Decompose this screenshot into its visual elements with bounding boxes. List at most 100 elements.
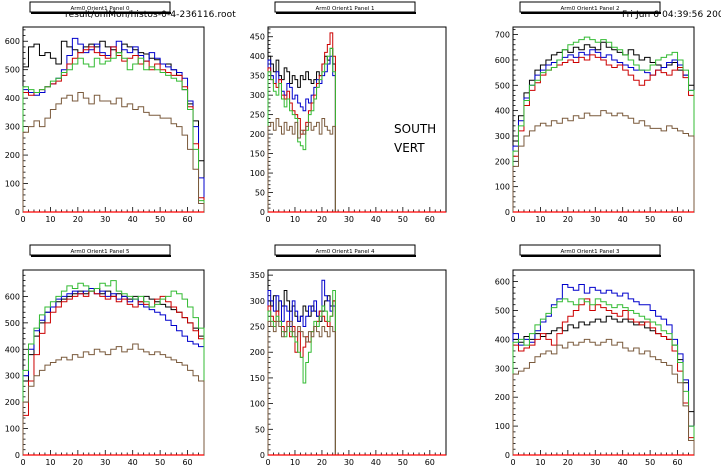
y-tick-label: 500 [495,306,510,315]
y-tick-label: 400 [5,94,20,103]
file-path-label: result/onlMon/histos-0-4-236116.root [65,10,236,20]
plot-frame [267,269,447,456]
x-tick-label: 60 [182,458,192,467]
y-tick-label: 600 [495,56,510,65]
x-tick-label: 60 [425,215,435,224]
x-tick-label: 10 [290,458,300,467]
y-tick-label: 500 [5,319,20,328]
x-tick-label: 40 [371,215,381,224]
y-tick-label: 100 [495,183,510,192]
x-tick-label: 60 [672,215,682,224]
y-tick-label: 600 [5,37,20,46]
panel-title-shadow [521,12,661,14]
histogram-series-3 [22,52,205,212]
x-tick-label: 10 [535,215,545,224]
y-tick-label: 100 [250,400,265,409]
panel-title-shadow [31,255,171,257]
plot-frame [267,26,447,213]
y-tick-label: 0 [505,208,510,217]
y-tick-label: 200 [250,130,265,139]
x-tick-label: 60 [182,215,192,224]
x-tick-label: 20 [317,215,327,224]
x-tick-label: 30 [590,458,600,467]
y-tick-label: 150 [250,374,265,383]
x-tick-label: 0 [265,215,270,224]
x-tick-label: 20 [73,458,83,467]
y-tick-label: 150 [250,150,265,159]
x-tick-label: 60 [425,458,435,467]
x-tick-label: 50 [645,215,655,224]
y-tick-label: 500 [495,81,510,90]
y-tick-label: 50 [255,425,265,434]
panel-title: Arm0 Orient1 Panel 3 [560,249,620,255]
x-tick-label: 50 [398,458,408,467]
histogram-panel-4: Arm0 Orient1 Panel 405010015020025030035… [250,244,447,467]
panel-title: Arm0 Orient1 Panel 1 [315,6,374,12]
x-tick-label: 10 [45,215,55,224]
x-tick-label: 0 [20,215,25,224]
histogram-series-4 [22,91,205,212]
x-tick-label: 20 [563,215,573,224]
x-tick-label: 0 [20,458,25,467]
y-tick-label: 100 [5,425,20,434]
x-tick-label: 20 [317,458,327,467]
y-tick-label: 300 [250,91,265,100]
x-tick-label: 50 [645,458,655,467]
y-tick-label: 700 [495,31,510,40]
y-tick-label: 400 [495,107,510,116]
x-tick-label: 30 [344,458,354,467]
x-tick-label: 40 [618,215,628,224]
y-tick-label: 0 [260,208,265,217]
x-tick-label: 30 [100,215,110,224]
y-tick-label: 200 [495,393,510,402]
histogram-series-4 [22,343,205,455]
x-tick-label: 40 [128,458,138,467]
y-tick-label: 400 [5,345,20,354]
panel-title-shadow [276,255,416,257]
histogram-panel-1: Arm0 Orient1 Panel 105010015020025030035… [250,1,447,224]
histogram-series-3 [267,47,339,213]
histogram-series-4 [267,118,339,213]
panel-title-shadow [31,12,171,14]
x-tick-label: 60 [672,458,682,467]
y-tick-label: 250 [250,323,265,332]
y-tick-label: 0 [260,451,265,460]
y-tick-label: 300 [5,372,20,381]
x-tick-label: 0 [265,458,270,467]
histogram-series-2 [512,298,695,455]
panel-title: Arm0 Orient1 Panel 5 [70,249,130,255]
histogram-series-3 [512,36,695,212]
y-tick-label: 100 [495,422,510,431]
timestamp-label: Fri Jun 6 04:39:56 2007 [622,10,721,20]
histogram-series-3 [512,298,695,455]
histogram-series-1 [267,55,339,213]
panel-title: Arm0 Orient1 Panel 0 [70,6,130,12]
y-tick-label: 200 [250,348,265,357]
y-tick-label: 250 [250,111,265,120]
y-tick-label: 600 [495,278,510,287]
y-tick-label: 350 [250,271,265,280]
x-tick-label: 10 [290,215,300,224]
panel-title-shadow [521,255,661,257]
y-tick-label: 450 [250,33,265,42]
y-tick-label: 600 [5,292,20,301]
histogram-series-4 [512,110,695,212]
y-tick-label: 300 [495,132,510,141]
histogram-series-4 [267,320,339,456]
y-tick-label: 200 [495,157,510,166]
x-tick-label: 30 [344,215,354,224]
y-tick-label: 0 [15,208,20,217]
histogram-panel-2: Arm0 Orient1 Panel 201002003004005006007… [495,1,695,224]
histogram-series-1 [512,283,695,455]
x-tick-label: 50 [398,215,408,224]
x-tick-label: 40 [128,215,138,224]
y-tick-label: 400 [250,52,265,61]
y-tick-label: 0 [15,451,20,460]
panel-title: Arm0 Orient1 Panel 4 [315,249,375,255]
histogram-series-1 [22,288,205,455]
histogram-panel-5: Arm0 Orient1 Panel 5 0 100 200 300 400 500 600 0… [5,244,205,467]
histogram-series-3 [267,290,339,456]
histogram-panel-0: Arm0 Orient1 Panel 0 0 100 200 300 400 500 600 0… [5,1,205,224]
panel-title-shadow [276,12,416,14]
